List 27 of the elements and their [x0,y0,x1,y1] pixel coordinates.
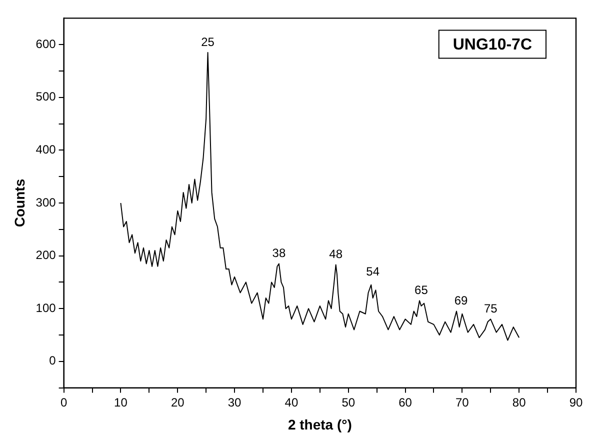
annotation: 69 [454,294,468,308]
y-tick-label: 200 [36,248,56,262]
x-tick-label: 60 [398,395,412,410]
x-tick-label: 20 [170,395,185,410]
y-axis-title: Counts [11,178,28,228]
x-tick-label: 0 [60,395,68,410]
y-tick-label: 300 [36,195,56,210]
annotation: 54 [366,264,380,279]
x-tick-label: 70 [456,395,470,410]
y-tick-label: 400 [36,142,56,157]
x-tick-label: 50 [342,395,356,410]
x-tick-label: 30 [228,395,242,410]
x-tick-label: 40 [284,395,298,410]
y-tick-label: 0 [49,354,56,368]
y-tick-label: 500 [36,90,56,104]
x-tick-label: 10 [114,395,128,410]
y-tick-label: 100 [36,300,56,315]
annotation: 38 [272,246,286,260]
x-tick-label: 90 [569,395,583,410]
annotation: 65 [414,282,428,297]
annotation: UNG10-7C [452,36,532,54]
x-tick-label: 80 [512,395,526,410]
x-axis-title: 2 theta (°) [288,416,352,432]
annotation: 48 [329,247,343,262]
annotation: 75 [484,301,498,316]
y-tick-label: 600 [36,36,56,51]
annotation: 25 [201,34,215,49]
